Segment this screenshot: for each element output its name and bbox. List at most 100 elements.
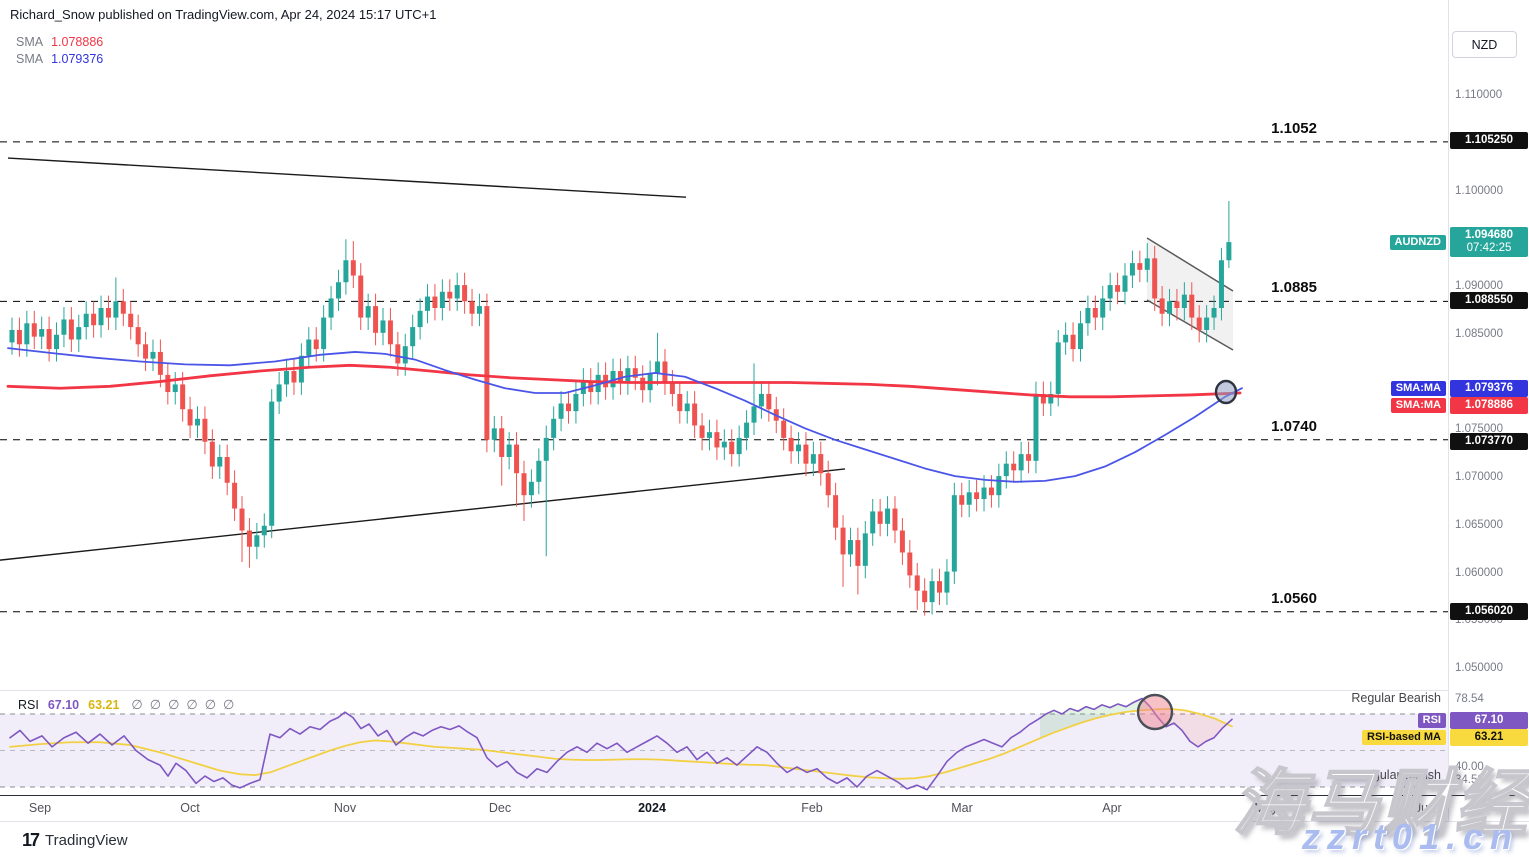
candle (566, 403, 571, 412)
candle (61, 319, 67, 335)
candle (187, 409, 193, 426)
level-label: 1.0560 (1271, 589, 1317, 607)
candle (1107, 285, 1113, 299)
candle (410, 327, 416, 347)
candle (269, 401, 275, 526)
price-axis-label: 1.050000 (1455, 662, 1503, 674)
candle (16, 329, 22, 345)
candle (907, 552, 913, 576)
axis-float-label: RSI (1417, 713, 1446, 728)
candle (172, 384, 178, 393)
candle (944, 571, 950, 593)
candle (1196, 317, 1202, 330)
candle (113, 301, 119, 318)
candle (232, 482, 238, 509)
candle (996, 476, 1002, 496)
candle (1070, 334, 1076, 350)
candle (1181, 294, 1187, 309)
candle (951, 495, 957, 572)
candle (573, 393, 579, 412)
axis-float-label: SMA:MA (1390, 381, 1446, 396)
trendline (0, 468, 846, 561)
badge-value: 1.078886 (1465, 399, 1513, 411)
candle (974, 492, 980, 500)
candle (1048, 393, 1054, 404)
candle (1159, 298, 1165, 314)
candle (328, 298, 334, 318)
rsi-axis-label: 40.00 (1455, 761, 1484, 773)
badge-value: 1.094680 (1465, 229, 1513, 242)
watermark-cjk: 海马财经 (1232, 763, 1529, 845)
candle (321, 317, 327, 350)
candle (543, 437, 549, 461)
candle (766, 393, 772, 410)
sma-label: SMA (16, 35, 44, 49)
candle (135, 327, 141, 345)
badge-value: 1.105250 (1465, 134, 1513, 147)
currency-button[interactable]: NZD (1452, 31, 1517, 58)
candle (1011, 463, 1017, 471)
empty-value-icon: ∅ (204, 697, 224, 712)
divergence-label: Regular Bullish (1356, 768, 1441, 782)
candle (1167, 301, 1173, 314)
axis-float-label: RSI-based MA (1362, 730, 1446, 745)
candle (165, 374, 171, 393)
candle (246, 530, 252, 547)
candle (46, 329, 52, 350)
candle (937, 581, 942, 593)
time-axis-label: Jun (1414, 801, 1436, 815)
candle (825, 473, 831, 496)
price-axis-label: 1.085000 (1455, 327, 1503, 340)
candle (476, 306, 482, 314)
rsi-axis-label: 78.54 (1455, 693, 1484, 705)
candle (180, 384, 186, 410)
candle (818, 454, 824, 474)
candle (929, 581, 935, 603)
candle (105, 308, 111, 318)
time-axis-label: Mar (951, 801, 973, 815)
price-axis-label: 1.090000 (1455, 280, 1503, 292)
candle (669, 382, 675, 394)
candle (335, 282, 341, 299)
candle (751, 406, 757, 423)
candle (358, 275, 364, 318)
sma-value-red: 1.078886 (51, 35, 104, 49)
badge-countdown: 07:42:25 (1466, 242, 1512, 255)
sma-value-blue: 1.079376 (51, 52, 104, 66)
price-axis-badge: 1.056020 (1450, 602, 1528, 620)
time-axis-label: Sep (28, 801, 52, 815)
candle (98, 308, 104, 326)
candle (1063, 334, 1069, 343)
tradingview-logo-text: TradingView (45, 832, 128, 849)
tradingview-logo[interactable]: 17 TradingView (22, 830, 128, 851)
candle (877, 511, 883, 524)
price-axis[interactable] (1448, 0, 1529, 795)
axis-float-label: SMA:MA (1390, 398, 1446, 413)
candle (1129, 263, 1135, 276)
candle (1077, 323, 1083, 350)
candle (195, 418, 200, 426)
candle (684, 403, 690, 412)
candle (454, 285, 460, 299)
candle (558, 403, 564, 419)
candle (9, 329, 15, 343)
tradingview-logo-icon: 17 (22, 830, 40, 850)
candle (276, 384, 282, 402)
candle (54, 334, 60, 350)
badge-value: 1.079376 (1465, 382, 1513, 394)
candle (462, 285, 468, 302)
candle (1003, 463, 1009, 477)
candle (1100, 298, 1106, 318)
candle (885, 508, 891, 524)
candle (469, 301, 475, 314)
candle (432, 296, 438, 309)
candle (632, 368, 638, 378)
candle (506, 444, 512, 457)
candle (1055, 342, 1061, 394)
candle (284, 371, 290, 385)
price-axis-badge: 1.088550 (1450, 291, 1528, 309)
candle (810, 454, 816, 464)
candle (736, 437, 742, 455)
candle (387, 320, 393, 345)
